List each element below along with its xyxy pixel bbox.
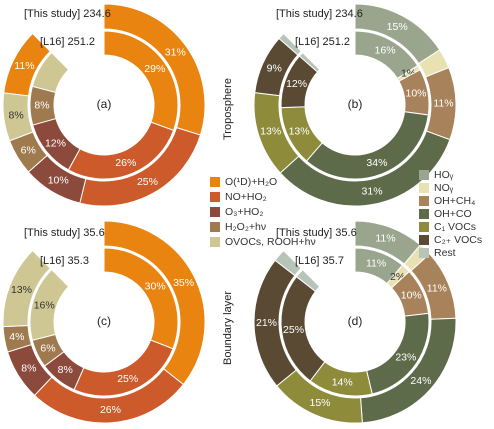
donut-panel-b: 15%11%31%13%9%16%1%10%34%13%12%: [253, 3, 457, 207]
legend-left-label-0: O(¹D)+H₂O: [225, 176, 277, 188]
segment-label-d-outer-3: 24%: [410, 375, 431, 387]
segment-label-c-outer-1: 26%: [100, 404, 121, 416]
segment-label-b-outer-4: 13%: [260, 126, 281, 138]
segment-label-a-inner-0: 29%: [144, 63, 165, 75]
legend-left-swatch-2: [210, 207, 220, 217]
segment-label-a-outer-3: 6%: [21, 145, 36, 157]
ring-outer-label-b: [This study] 234.6: [276, 8, 363, 20]
legend-left-swatch-3: [210, 222, 220, 232]
segment-label-a-inner-1: 26%: [115, 157, 136, 169]
legend-right-swatch-4: [419, 222, 429, 232]
ring-outer-label-a: [This study] 234.6: [24, 8, 111, 20]
legend-left-swatch-1: [210, 192, 220, 202]
segment-label-a-outer-2: 10%: [48, 175, 69, 187]
donut-panel-c: 35%26%8%4%13% 30%25%8%6%16%: [2, 220, 206, 424]
ring-inner-label-d: [L16] 35.7: [295, 255, 344, 267]
donut-panel-d: 11%11%24%15%21%11%2%10%23%14%25%: [253, 220, 457, 424]
segment-c-inner-4: [29, 268, 70, 341]
legend-right-label-6: Rest: [434, 247, 456, 259]
ring-outer-label-c: [This study] 35.6: [24, 227, 105, 239]
segment-label-b-inner-3: 34%: [366, 157, 387, 169]
segment-label-b-inner-2: 10%: [405, 88, 426, 100]
segment-a-inner-4: [31, 51, 70, 93]
segment-label-c-inner-2: 8%: [58, 364, 73, 376]
legend-left: O(¹D)+H₂O NO+HO₂ O₃+HO₂ H₂O₂+hν OVOCs, ROOH+…: [210, 176, 316, 248]
panel-letter-a: (a): [97, 97, 112, 111]
segment-label-b-outer-2: 11%: [433, 98, 453, 110]
segment-label-d-inner-5: 25%: [283, 324, 304, 336]
side-title-troposphere: Troposphere: [222, 78, 234, 140]
segment-label-d-inner-4: 14%: [332, 376, 353, 388]
ring-inner-label-a: [L16] 251.2: [40, 36, 95, 48]
legend-right-label-0: HOᵧ: [434, 169, 454, 181]
segment-label-d-inner-2: 10%: [401, 290, 422, 302]
segment-label-b-outer-0: 15%: [387, 21, 408, 33]
segment-label-d-outer-0: 11%: [375, 233, 395, 245]
legend-right-swatch-2: [419, 196, 429, 206]
legend-left-swatch-4: [210, 237, 220, 247]
ring-inner-label-c: [L16] 35.3: [40, 255, 89, 267]
segment-label-c-outer-2: 8%: [21, 363, 36, 375]
segment-label-b-outer-3: 31%: [362, 186, 383, 198]
segment-label-a-outer-4: 8%: [9, 109, 24, 121]
segment-label-b-inner-5: 12%: [286, 78, 307, 90]
segment-b-outer-6: [278, 32, 302, 56]
panel-letter-c: (c): [97, 314, 111, 328]
legend-left-label-3: H₂O₂+hν: [225, 221, 266, 233]
segment-c-outer-4: [2, 249, 51, 328]
segment-label-d-inner-0: 11%: [366, 257, 386, 269]
legend-right-label-2: OH+CH₄: [434, 195, 475, 207]
legend-right-swatch-1: [419, 183, 429, 193]
legend-right-label-1: NOᵧ: [434, 182, 454, 194]
segment-label-d-outer-2: 11%: [427, 282, 447, 294]
segment-b-inner-6: [298, 51, 321, 73]
segment-label-b-outer-5: 9%: [267, 63, 282, 75]
segment-label-d-inner-3: 23%: [395, 351, 416, 363]
legend-left-swatch-0: [210, 177, 220, 187]
segment-label-c-inner-4: 16%: [34, 299, 55, 311]
segment-label-c-inner-3: 6%: [40, 342, 55, 354]
segment-label-c-outer-0: 35%: [173, 277, 194, 289]
segment-label-a-outer-5: 11%: [14, 60, 34, 72]
segment-d-inner-6: [295, 268, 321, 293]
segment-label-b-inner-0: 16%: [375, 45, 396, 57]
segment-label-a-outer-0: 31%: [165, 46, 186, 58]
ring-outer-label-d: [This study] 35.6: [276, 227, 357, 239]
segment-label-b-inner-4: 13%: [289, 126, 310, 138]
segment-label-c-outer-4: 13%: [11, 284, 32, 296]
segment-label-c-outer-3: 4%: [9, 331, 24, 343]
legend-right-label-4: C₁ VOCs: [434, 221, 476, 233]
legend-right-label-5: C₂₊ VOCs: [434, 234, 482, 246]
legend-right-label-3: OH+CO: [434, 208, 472, 220]
segment-label-a-inner-2: 12%: [45, 137, 66, 149]
legend-right-swatch-6: [419, 248, 429, 258]
legend-left-label-2: O₃+HO₂: [225, 206, 263, 218]
legend-right-swatch-3: [419, 209, 429, 219]
legend-left-label-4: OVOCs, ROOH+hν: [225, 236, 316, 248]
segment-label-c-inner-0: 30%: [145, 281, 166, 293]
legend-right-swatch-0: [419, 170, 429, 180]
segment-label-a-inner-3: 8%: [34, 99, 49, 111]
legend-left-label-1: NO+HO₂: [225, 191, 267, 203]
segment-label-d-outer-4: 15%: [310, 397, 331, 409]
ring-inner-label-b: [L16] 251.2: [295, 36, 350, 48]
segment-label-c-inner-1: 25%: [117, 373, 138, 385]
segment-d-outer-6: [274, 249, 302, 277]
panel-letter-d: (d): [348, 314, 363, 328]
panel-letter-b: (b): [348, 97, 363, 111]
segment-label-d-outer-5: 21%: [256, 317, 277, 329]
side-title-boundary-layer: Boundary layer: [222, 291, 234, 365]
legend-right-swatch-5: [419, 235, 429, 245]
segment-a-outer-5: [3, 32, 51, 97]
donut-panel-a: 31% 25% 10% 6% 8% 11% 29% 26% 12% 8%: [2, 3, 206, 207]
segment-label-a-outer-1: 25%: [137, 176, 158, 188]
